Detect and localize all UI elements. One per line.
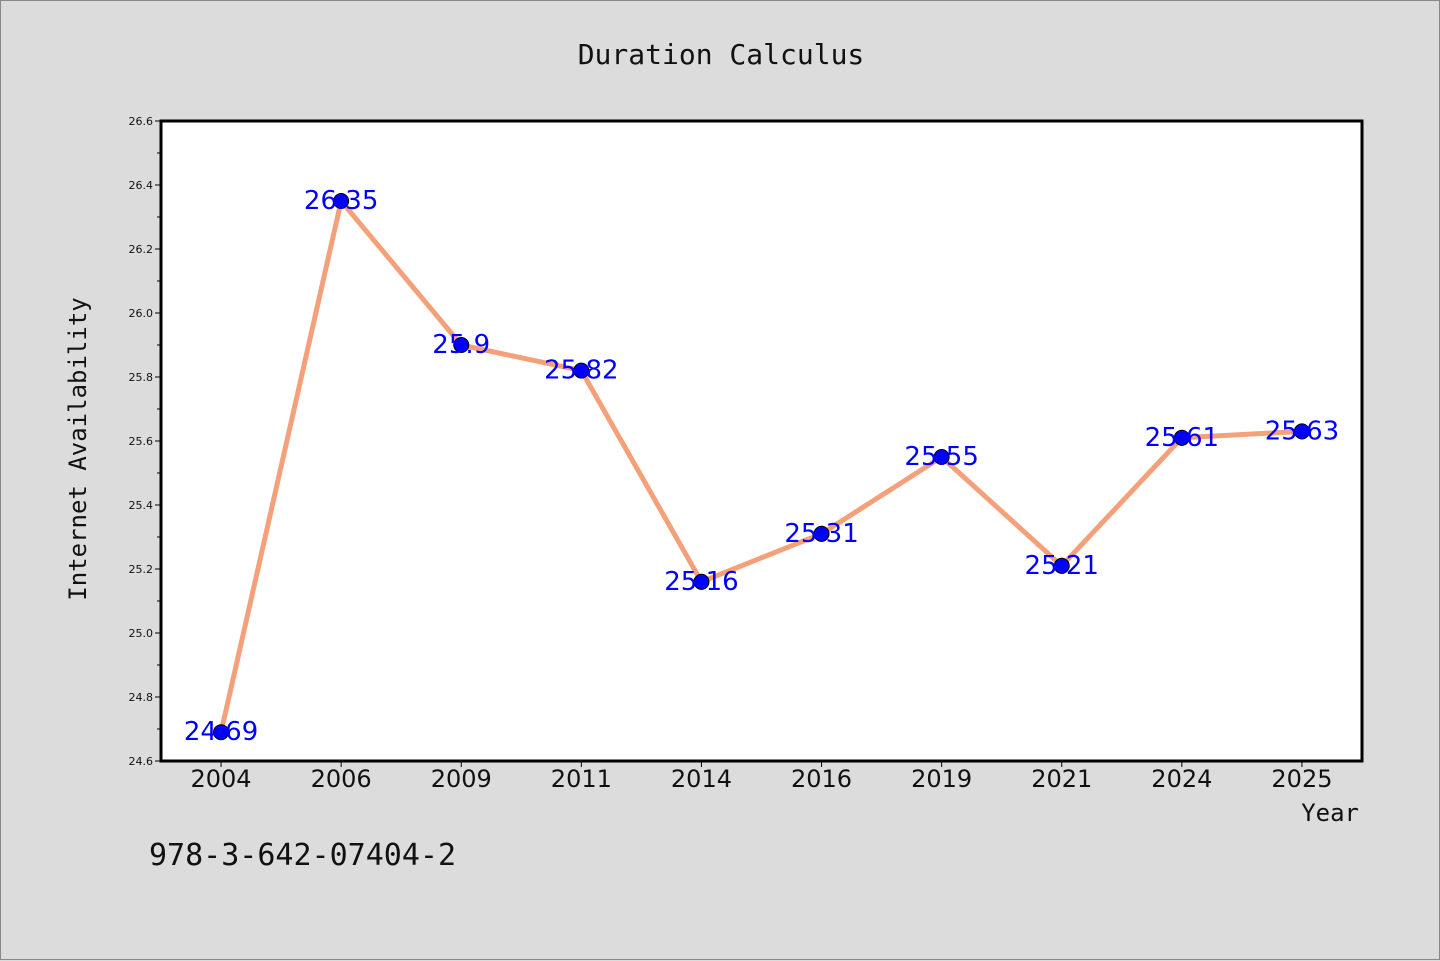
data-label: 25.31: [784, 519, 858, 549]
data-label: 25.16: [664, 567, 738, 597]
data-label: 26.35: [304, 186, 378, 216]
x-axis: 2004 2006 2009 2011 2014 2016 2019 2021 2024 2025: [191, 761, 1332, 793]
y-tick-label: 24.8: [129, 691, 154, 704]
y-tick-label: 25.4: [129, 499, 154, 512]
data-label: 25.63: [1265, 416, 1339, 446]
x-tick-label: 2024: [1151, 765, 1212, 793]
series-line: [218, 198, 1303, 733]
y-tick-label: 25.6: [129, 435, 154, 448]
data-label: 25.55: [904, 442, 978, 472]
x-axis-label: Year: [1301, 799, 1359, 827]
data-label: 25.61: [1145, 423, 1219, 453]
data-label: 25.21: [1025, 551, 1099, 581]
x-tick-label: 2014: [671, 765, 732, 793]
data-point: [1053, 557, 1070, 574]
data-point: [813, 525, 830, 542]
data-point: [1293, 423, 1310, 440]
data-point: [453, 337, 470, 353]
footer-text: 978-3-642-07404-2: [149, 838, 456, 873]
data-label: 25.82: [544, 356, 618, 386]
data-point: [933, 449, 950, 465]
x-tick-label: 2021: [1031, 765, 1092, 793]
y-tick-label: 26.4: [129, 179, 154, 192]
x-tick-label: 2025: [1271, 765, 1332, 793]
y-tick-label: 25.2: [129, 563, 154, 576]
data-point: [1173, 429, 1190, 446]
data-point: [693, 573, 710, 590]
data-point: [573, 362, 590, 379]
y-tick-label: 25.0: [129, 627, 154, 640]
y-tick-label: 24.6: [129, 755, 154, 768]
x-tick-label: 2011: [551, 765, 612, 793]
y-tick-label: 26.2: [129, 243, 154, 256]
data-point: [213, 724, 230, 741]
x-tick-label: 2006: [311, 765, 372, 793]
data-label: 24.69: [184, 717, 258, 747]
y-tick-label: 26.0: [129, 307, 154, 320]
series-layer: 24.69 26.35 25.9 25.82 25.16 25.31 25.55 25.21 2…: [184, 186, 1339, 747]
x-tick-label: 2016: [791, 765, 852, 793]
chart-title: Duration Calculus: [578, 38, 865, 71]
y-axis: 24.6 24.8 25.0 25.2 25.4 25.6 25.8 26.0 26.2 26.4…: [129, 115, 161, 768]
data-point: [333, 193, 350, 209]
y-tick-label: 25.8: [129, 371, 154, 384]
x-tick-label: 2009: [431, 765, 492, 793]
y-tick-label: 26.6: [129, 115, 154, 128]
y-axis-label: Internet Availability: [64, 297, 92, 600]
data-label: 25.9: [432, 330, 490, 360]
x-tick-label: 2004: [191, 765, 252, 793]
x-tick-label: 2019: [911, 765, 972, 793]
